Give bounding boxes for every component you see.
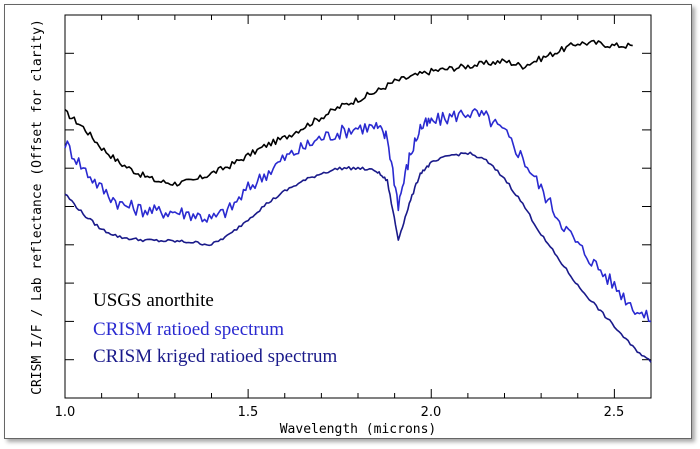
ticks <box>64 14 652 399</box>
figure-frame: 1.0 1.5 2.0 2.5 Wavelength (microns) CRI… <box>4 4 692 439</box>
tick-label-x-1: 1.0 <box>55 405 76 420</box>
y-axis-label: CRISM I/F / Lab reflectance (Offset for … <box>30 19 45 395</box>
legend-entry-usgs-anorthite: USGS anorthite <box>93 290 214 311</box>
spectra-chart: 1.0 1.5 2.0 2.5 Wavelength (microns) CRI… <box>30 14 652 437</box>
series-line-crism-kriged-ratioed-spectrum <box>64 151 652 363</box>
series-line-crism-ratioed-spectrum <box>64 108 652 323</box>
tick-label-x-4: 2.5 <box>604 405 625 420</box>
series-line-usgs-anorthite <box>64 39 633 187</box>
legend-entry-crism-ratioed: CRISM ratioed spectrum <box>93 319 284 340</box>
series-lines <box>64 39 652 363</box>
plot-area <box>64 14 652 399</box>
legend-entry-crism-kriged: CRISM kriged ratioed spectrum <box>93 346 338 367</box>
tick-label-x-2: 1.5 <box>238 405 259 420</box>
x-axis-label: Wavelength (microns) <box>280 422 437 437</box>
tick-label-x-3: 2.0 <box>421 405 442 420</box>
